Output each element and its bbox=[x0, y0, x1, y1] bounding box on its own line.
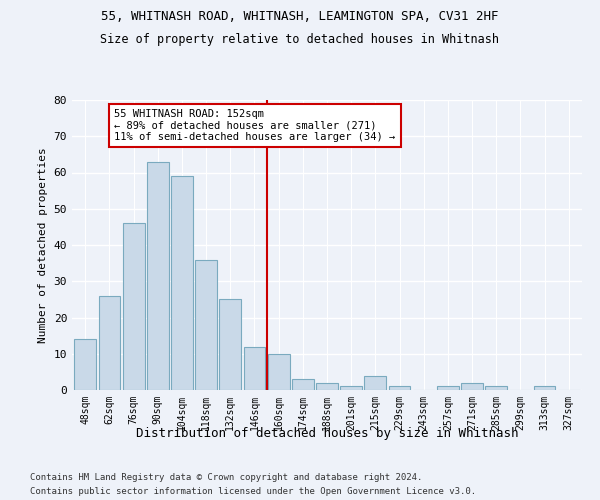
Bar bbox=[98, 296, 121, 390]
Bar bbox=[364, 376, 386, 390]
Bar bbox=[74, 339, 96, 390]
Bar bbox=[292, 379, 314, 390]
Text: Distribution of detached houses by size in Whitnash: Distribution of detached houses by size … bbox=[136, 428, 518, 440]
Bar bbox=[437, 386, 459, 390]
Y-axis label: Number of detached properties: Number of detached properties bbox=[38, 147, 48, 343]
Text: Contains HM Land Registry data © Crown copyright and database right 2024.: Contains HM Land Registry data © Crown c… bbox=[30, 472, 422, 482]
Bar bbox=[340, 386, 362, 390]
Text: Contains public sector information licensed under the Open Government Licence v3: Contains public sector information licen… bbox=[30, 488, 476, 496]
Bar bbox=[461, 383, 483, 390]
Bar bbox=[171, 176, 193, 390]
Bar bbox=[147, 162, 169, 390]
Text: Size of property relative to detached houses in Whitnash: Size of property relative to detached ho… bbox=[101, 32, 499, 46]
Bar bbox=[485, 386, 507, 390]
Bar bbox=[316, 383, 338, 390]
Bar bbox=[268, 354, 290, 390]
Text: 55 WHITNASH ROAD: 152sqm
← 89% of detached houses are smaller (271)
11% of semi-: 55 WHITNASH ROAD: 152sqm ← 89% of detach… bbox=[114, 109, 395, 142]
Bar bbox=[220, 300, 241, 390]
Bar bbox=[123, 223, 145, 390]
Text: 55, WHITNASH ROAD, WHITNASH, LEAMINGTON SPA, CV31 2HF: 55, WHITNASH ROAD, WHITNASH, LEAMINGTON … bbox=[101, 10, 499, 23]
Bar bbox=[195, 260, 217, 390]
Bar bbox=[389, 386, 410, 390]
Bar bbox=[533, 386, 556, 390]
Bar bbox=[244, 346, 265, 390]
